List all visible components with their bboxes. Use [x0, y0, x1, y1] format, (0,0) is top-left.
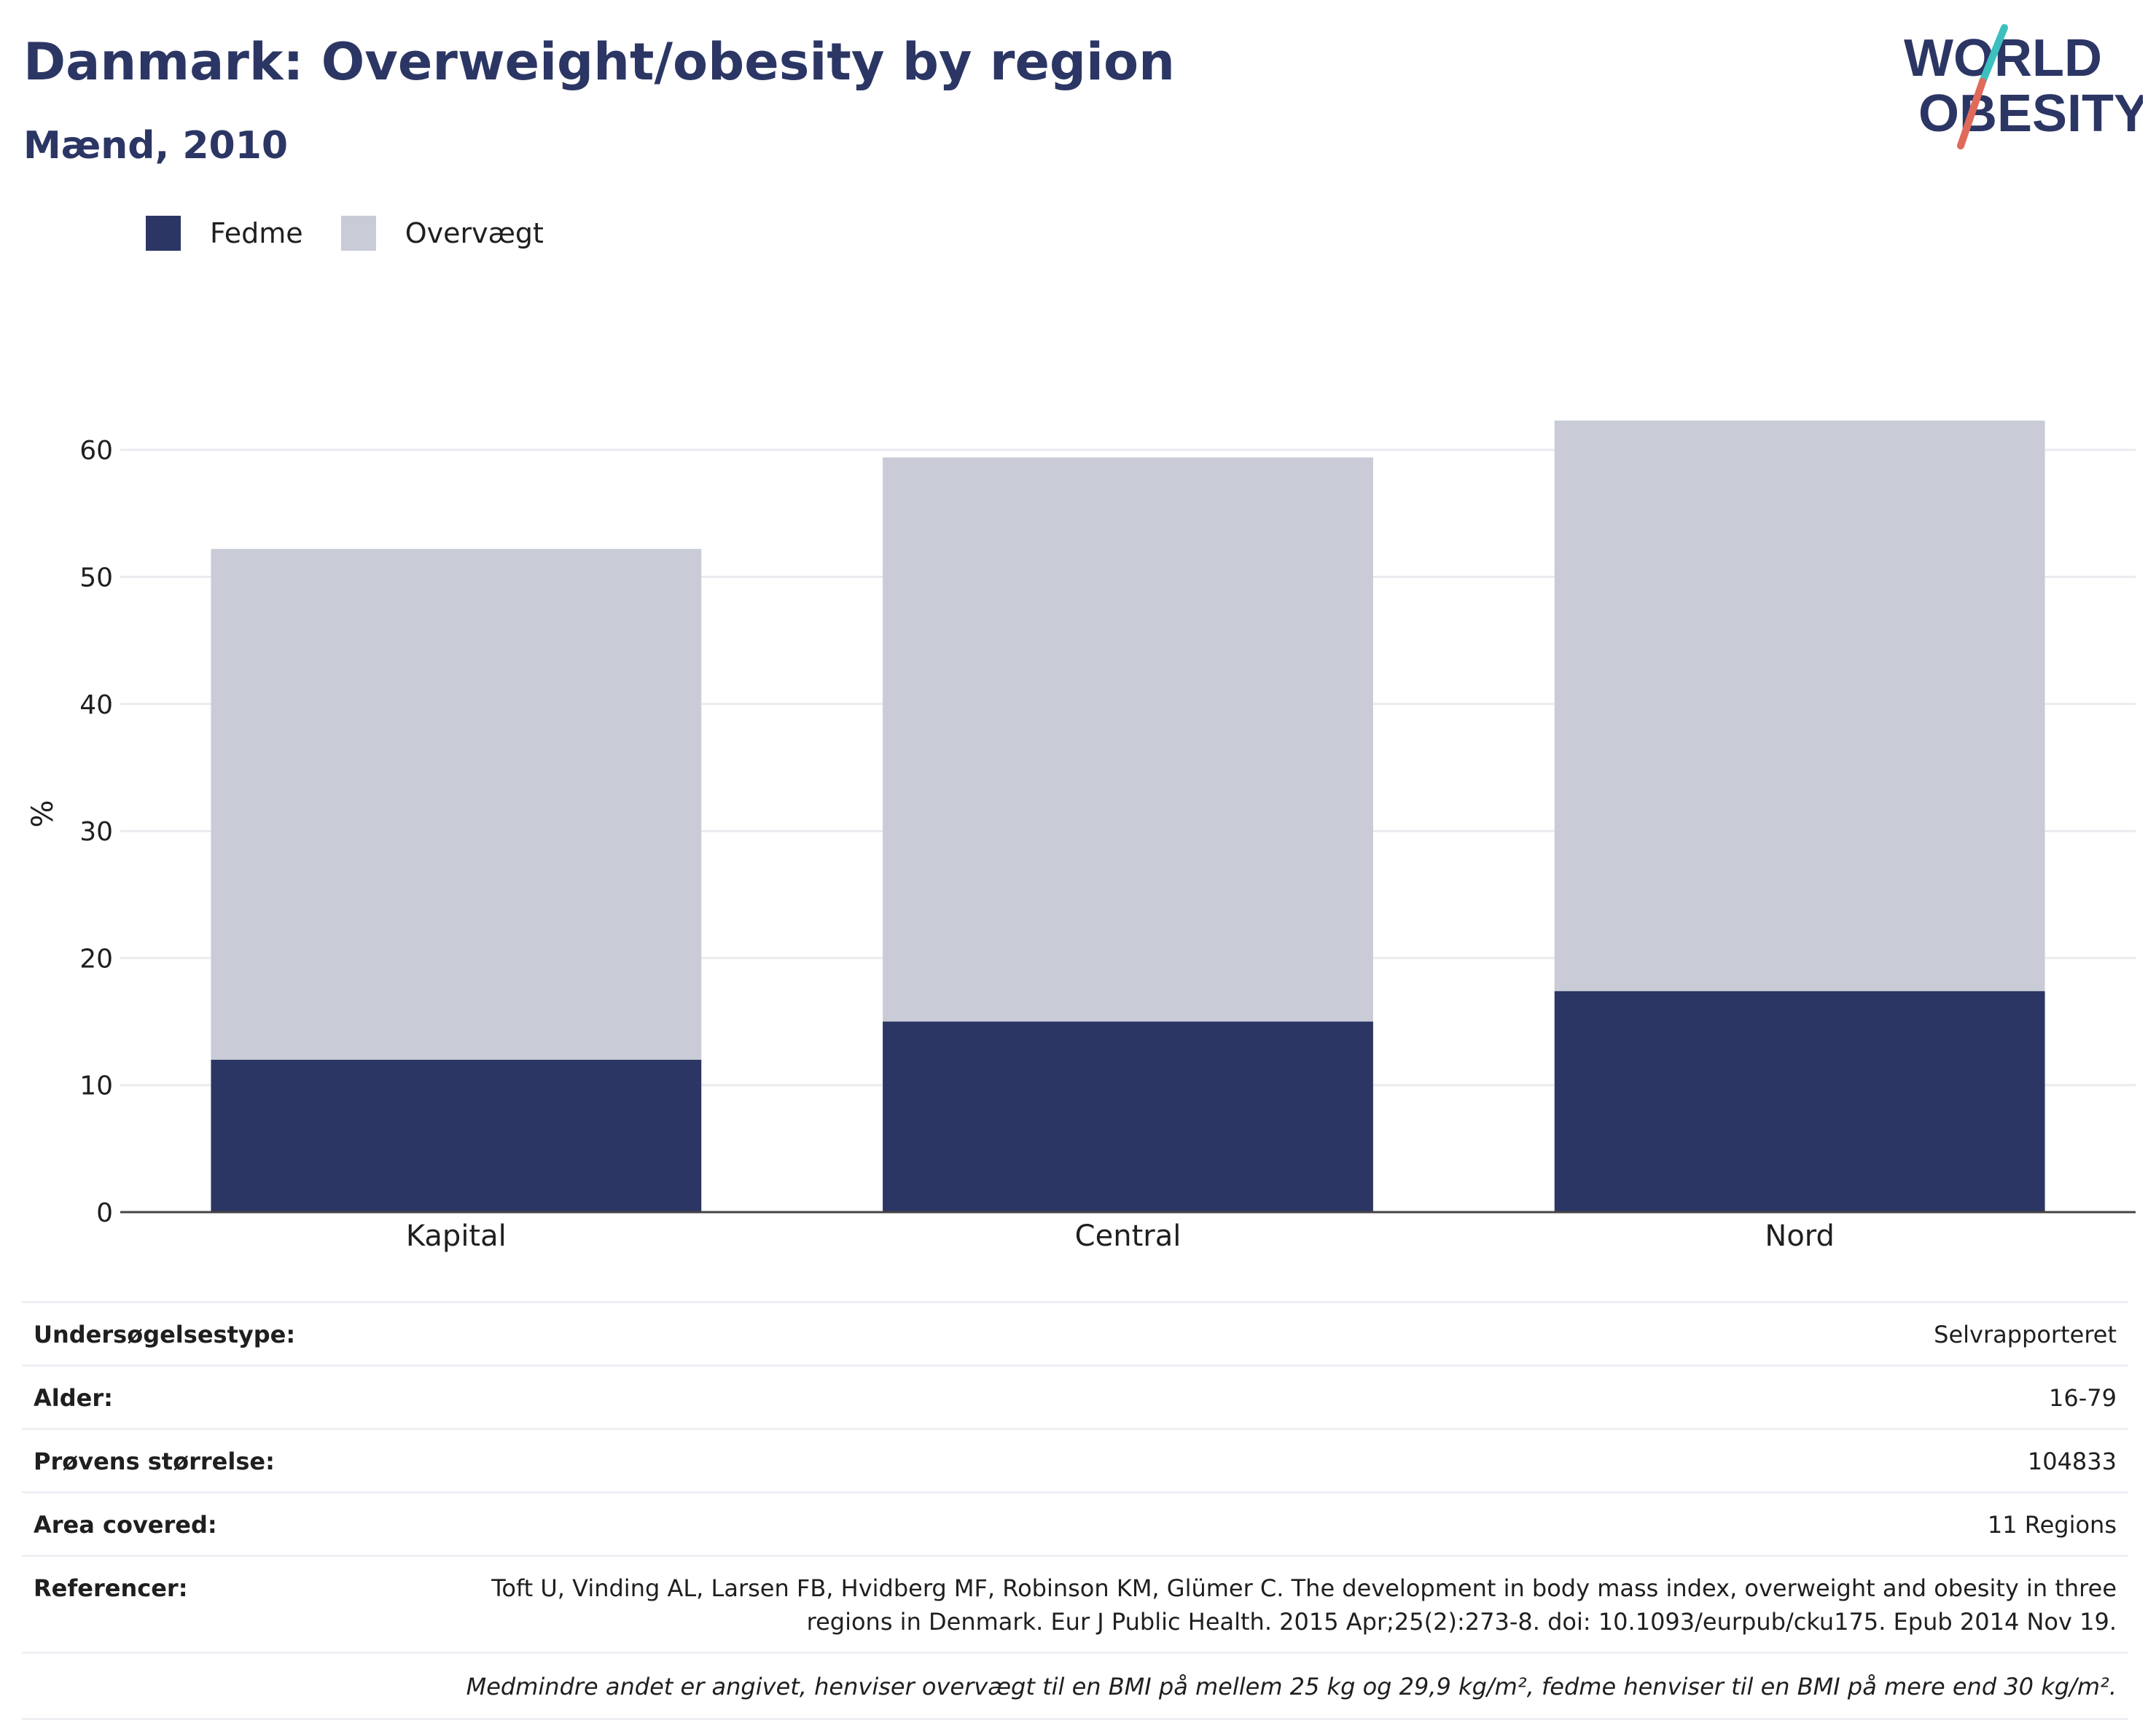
y-tick-label: 50	[79, 563, 113, 593]
legend-item-overvaegt[interactable]: Overvægt	[340, 216, 544, 251]
bmi-definition-note: Medmindre andet er angivet, henviser ove…	[22, 1652, 2128, 1720]
chart-title: Danmark: Overweight/obesity by region	[23, 32, 1175, 92]
world-obesity-logo: WORLD OBESITY	[1904, 24, 2143, 149]
survey-info-table: Undersøgelsestype: Selvrapporteret Alder…	[22, 1301, 2128, 1720]
table-row: Prøvens størrelse: 104833	[22, 1428, 2128, 1493]
row-value: 104833	[424, 1428, 2128, 1493]
bar-overvaegt-kapital	[211, 549, 702, 1060]
chart-legend: Fedme Overvægt	[146, 216, 582, 251]
table-row: Undersøgelsestype: Selvrapporteret	[22, 1301, 2128, 1366]
bar-overvaegt-central	[883, 457, 1373, 1022]
legend-item-fedme[interactable]: Fedme	[146, 216, 303, 251]
y-tick-label: 0	[96, 1198, 113, 1228]
table-row: Area covered: 11 Regions	[22, 1491, 2128, 1556]
y-axis-title: %	[26, 800, 60, 827]
row-label: Undersøgelsestype:	[22, 1301, 424, 1366]
logo-slash-top	[1979, 24, 2008, 85]
y-tick-label: 40	[79, 690, 113, 720]
reference-text: Toft U, Vinding AL, Larsen FB, Hvidberg …	[424, 1555, 2128, 1653]
row-value: Selvrapporteret	[424, 1301, 2128, 1366]
bar-fedme-nord	[1554, 991, 2045, 1212]
y-tick-label: 30	[79, 817, 113, 847]
x-tick-label: Kapital	[406, 1219, 507, 1253]
row-value: 16-79	[424, 1364, 2128, 1429]
row-label: Alder:	[22, 1364, 424, 1429]
row-value: 11 Regions	[424, 1491, 2128, 1556]
y-tick-label: 10	[79, 1071, 113, 1101]
logo-line-2: OBESITY	[1918, 85, 2143, 143]
bar-fedme-kapital	[211, 1059, 702, 1212]
table-row-reference: Referencer: Toft U, Vinding AL, Larsen F…	[22, 1555, 2128, 1653]
legend-label-fedme: Fedme	[210, 217, 303, 249]
row-label: Prøvens størrelse:	[22, 1428, 424, 1493]
bar-fedme-central	[883, 1021, 1373, 1212]
chart-subtitle: Mænd, 2010	[23, 124, 289, 168]
bar-overvaegt-nord	[1554, 421, 2045, 991]
row-label: Area covered:	[22, 1491, 424, 1556]
table-row-note: Medmindre andet er angivet, henviser ove…	[22, 1652, 2128, 1720]
table-row: Alder: 16-79	[22, 1364, 2128, 1429]
legend-swatch-overvaegt	[340, 216, 376, 251]
legend-label-overvaegt: Overvægt	[405, 217, 544, 249]
x-tick-label: Central	[1075, 1219, 1181, 1253]
reference-label: Referencer:	[22, 1555, 424, 1653]
logo-slash-bottom	[1957, 78, 1986, 149]
x-tick-label: Nord	[1765, 1219, 1835, 1253]
bar-chart: 0 10 20 30 40 50 60% Kapital Central Nord	[26, 421, 2136, 1253]
legend-swatch-fedme	[146, 216, 181, 251]
y-tick-label: 20	[79, 944, 113, 974]
y-tick-label: 60	[79, 436, 113, 466]
